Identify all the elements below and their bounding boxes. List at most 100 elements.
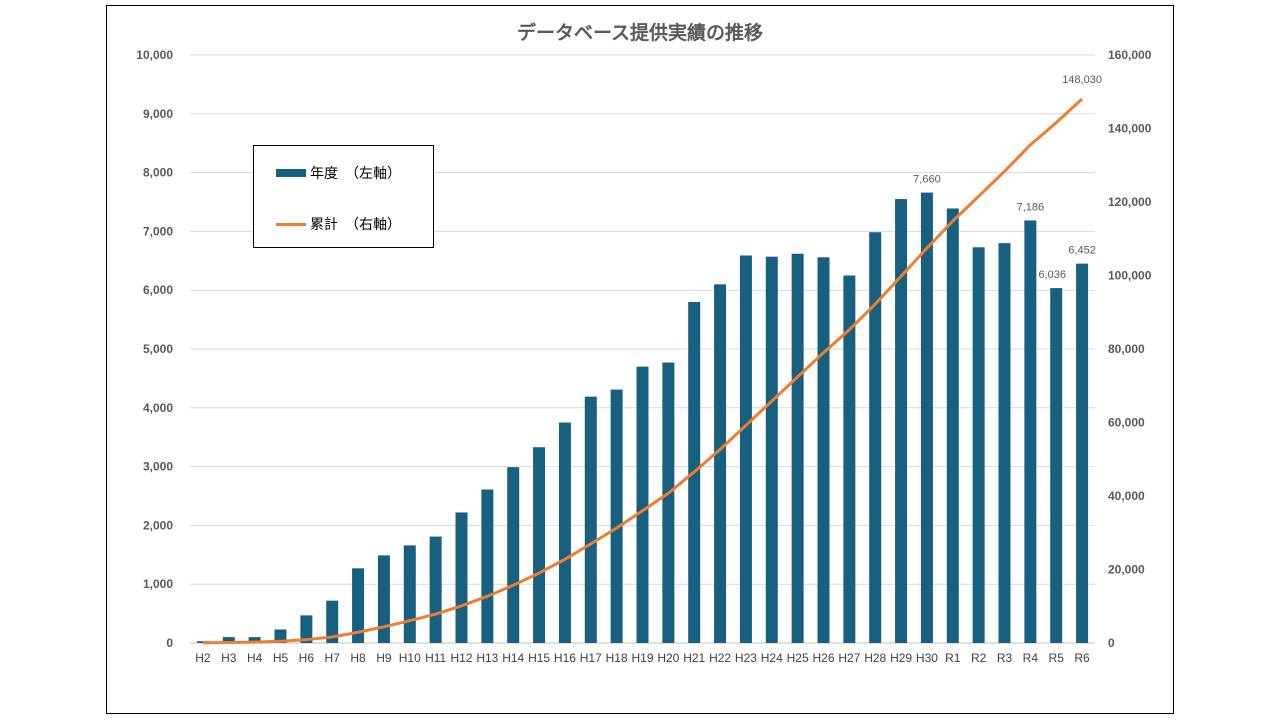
bar-H7 — [326, 600, 339, 643]
left-axis-tick: 10,000 — [136, 48, 173, 62]
legend-label-annual: 年度 （左軸） — [310, 165, 401, 181]
legend-item-cumulative: 累計 （右軸） — [276, 214, 401, 234]
right-axis-tick: 60,000 — [1108, 416, 1145, 430]
chart-title: データベース提供実績の推移 — [517, 21, 763, 44]
x-axis-tick: H20 — [657, 651, 679, 665]
data-label: 148,030 — [1062, 74, 1102, 86]
x-axis-tick: H12 — [450, 651, 472, 665]
cumulative-line — [202, 97, 1084, 645]
bar-H15 — [533, 447, 546, 643]
left-axis-tick: 8,000 — [143, 166, 173, 180]
bar-H18 — [610, 389, 623, 643]
x-axis-tick: H2 — [195, 651, 211, 665]
x-axis-tick: R6 — [1074, 651, 1090, 665]
x-axis-tick: H29 — [890, 651, 912, 665]
bar-H9 — [377, 555, 390, 643]
bar-H11 — [429, 536, 442, 643]
x-axis-tick: R2 — [971, 651, 987, 665]
bar-H3 — [222, 637, 235, 643]
left-axis-tick: 4,000 — [143, 401, 173, 415]
bar-R6 — [1076, 263, 1089, 643]
x-axis-tick: R3 — [997, 651, 1013, 665]
x-axis-tick: H17 — [580, 651, 602, 665]
bar-H27 — [843, 275, 856, 643]
bar-H19 — [636, 366, 649, 643]
right-axis-tick: 0 — [1108, 636, 1115, 650]
bar-H30 — [920, 192, 933, 644]
x-axis-tick: H11 — [425, 651, 446, 665]
right-axis-tick: 40,000 — [1108, 489, 1145, 503]
left-axis-tick: 6,000 — [143, 283, 173, 297]
left-axis-tick: 0 — [166, 636, 173, 650]
bar-H29 — [895, 199, 908, 643]
bar-R2 — [972, 247, 985, 643]
bar-R1 — [946, 208, 959, 643]
x-axis-tick: H10 — [399, 651, 421, 665]
x-axis-tick: H4 — [247, 651, 263, 665]
x-axis-tick: H7 — [325, 651, 341, 665]
x-axis-tick: H19 — [631, 651, 653, 665]
x-axis-tick: H14 — [502, 651, 524, 665]
right-axis-tick: 20,000 — [1108, 563, 1145, 577]
bar-H24 — [765, 256, 778, 643]
bar-H22 — [714, 284, 727, 643]
legend-line-swatch — [276, 222, 306, 226]
legend-bar-swatch — [276, 169, 306, 177]
chart-frame — [106, 5, 1174, 714]
bar-H10 — [403, 545, 416, 643]
left-axis-tick: 3,000 — [143, 460, 173, 474]
x-axis-tick: H15 — [528, 651, 550, 665]
x-axis-tick: H25 — [787, 651, 809, 665]
x-axis-tick: H26 — [812, 651, 834, 665]
bar-H25 — [791, 253, 804, 643]
legend-label-cumulative: 累計 （右軸） — [310, 216, 401, 232]
x-axis-tick: H9 — [376, 651, 392, 665]
data-label: 7,660 — [913, 174, 941, 186]
data-label: 6,452 — [1068, 245, 1096, 257]
x-axis-tick: H22 — [709, 651, 731, 665]
right-axis-tick: 140,000 — [1108, 122, 1152, 136]
right-axis-tick: 160,000 — [1108, 48, 1152, 62]
bar-R5 — [1050, 288, 1063, 643]
left-axis-tick: 7,000 — [143, 224, 173, 238]
data-label: 6,036 — [1038, 269, 1066, 281]
right-axis-tick: 80,000 — [1108, 342, 1145, 356]
bar-H28 — [869, 232, 882, 643]
bar-H16 — [558, 422, 571, 643]
x-axis-tick: R1 — [945, 651, 961, 665]
bar-R3 — [998, 243, 1011, 643]
bar-H12 — [455, 512, 468, 643]
bar-H20 — [662, 362, 675, 643]
x-axis-tick: R4 — [1023, 651, 1039, 665]
x-axis-tick: H23 — [735, 651, 757, 665]
x-axis-tick: H8 — [350, 651, 366, 665]
x-axis-tick: R5 — [1049, 651, 1065, 665]
x-axis-tick: H18 — [606, 651, 628, 665]
right-axis-tick: 120,000 — [1108, 195, 1152, 209]
x-axis-tick: H24 — [761, 651, 783, 665]
x-axis-tick: H5 — [273, 651, 289, 665]
x-axis-tick: H28 — [864, 651, 886, 665]
left-axis-tick: 2,000 — [143, 518, 173, 532]
x-axis-tick: H27 — [838, 651, 860, 665]
bar-H8 — [352, 568, 365, 643]
x-axis-tick: H16 — [554, 651, 576, 665]
x-axis-tick: H6 — [299, 651, 315, 665]
bar-R4 — [1024, 220, 1037, 643]
data-label: 7,186 — [1017, 201, 1045, 213]
bar-H14 — [507, 467, 520, 643]
bar-H4 — [248, 637, 261, 643]
x-axis-tick: H30 — [916, 651, 938, 665]
bar-H17 — [584, 396, 597, 643]
bar-H26 — [817, 257, 830, 643]
left-axis-tick: 1,000 — [143, 577, 173, 591]
legend: 年度 （左軸） 累計 （右軸） — [253, 145, 434, 248]
left-axis-tick: 9,000 — [143, 107, 173, 121]
x-axis-tick: H21 — [683, 651, 705, 665]
left-axis-tick: 5,000 — [143, 342, 173, 356]
bar-H13 — [481, 489, 494, 643]
x-axis-tick: H3 — [221, 651, 237, 665]
x-axis-tick: H13 — [476, 651, 498, 665]
bar-H6 — [300, 615, 313, 643]
